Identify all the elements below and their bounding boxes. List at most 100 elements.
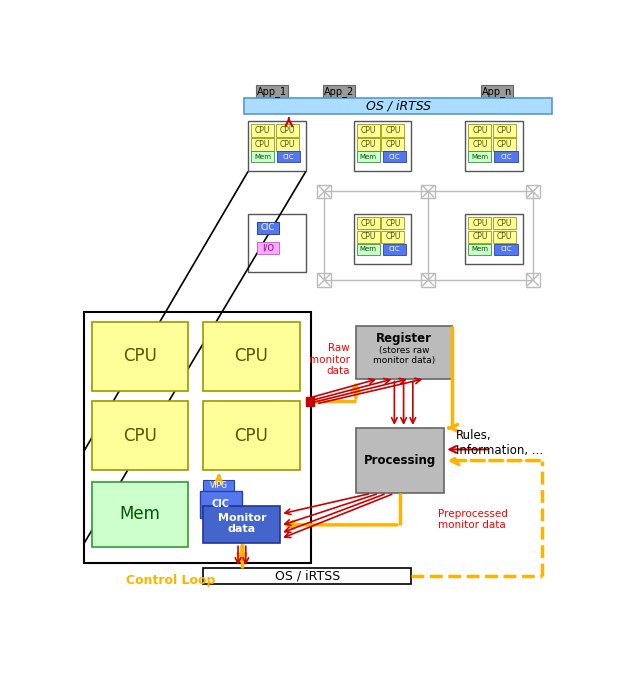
Bar — [468, 125, 491, 137]
Text: CPU: CPU — [385, 126, 401, 135]
Text: App_n: App_n — [482, 86, 512, 97]
Bar — [381, 231, 404, 243]
Bar — [468, 217, 491, 229]
Text: CPU: CPU — [497, 218, 512, 228]
Bar — [357, 217, 380, 229]
Text: CPU: CPU — [123, 347, 157, 365]
Text: OS / iRTSS: OS / iRTSS — [275, 570, 340, 582]
Text: CPU: CPU — [472, 140, 487, 149]
Text: CPU: CPU — [235, 426, 269, 445]
Bar — [203, 506, 281, 543]
Text: data: data — [228, 525, 256, 534]
Bar — [468, 231, 491, 243]
Bar — [251, 138, 274, 151]
Text: CIC: CIC — [500, 154, 512, 160]
Text: CPU: CPU — [123, 426, 157, 445]
Bar — [353, 121, 411, 172]
Bar — [357, 231, 380, 243]
Bar — [493, 217, 516, 229]
Bar — [526, 184, 540, 199]
Text: Processing: Processing — [364, 454, 437, 467]
Text: CPU: CPU — [472, 233, 487, 241]
Bar — [244, 98, 552, 115]
Text: Register: Register — [376, 332, 432, 345]
Bar — [353, 214, 411, 264]
Text: CIC: CIC — [500, 246, 512, 252]
Text: CPU: CPU — [385, 218, 401, 228]
Text: Preprocessed
monitor data: Preprocessed monitor data — [438, 508, 508, 530]
Text: App_2: App_2 — [324, 86, 354, 97]
Text: CPU: CPU — [255, 140, 270, 149]
Bar — [277, 151, 301, 162]
Text: (stores raw: (stores raw — [379, 346, 429, 355]
Bar — [494, 151, 518, 162]
Bar — [203, 568, 411, 584]
Bar — [257, 241, 279, 254]
Text: CIC: CIC — [283, 154, 294, 160]
Bar — [465, 214, 523, 264]
Bar — [203, 480, 234, 492]
Bar — [468, 244, 491, 255]
Bar — [381, 125, 404, 137]
Bar — [356, 428, 445, 494]
Bar — [251, 125, 274, 137]
Bar — [318, 273, 331, 287]
Bar — [276, 125, 299, 137]
Text: CPU: CPU — [360, 126, 376, 135]
Text: CPU: CPU — [472, 126, 487, 135]
Text: Control Loop: Control Loop — [126, 574, 216, 587]
Bar — [257, 222, 279, 234]
Text: App_1: App_1 — [257, 86, 287, 97]
Bar — [468, 151, 491, 162]
Text: CPU: CPU — [472, 218, 487, 228]
Text: Raw
monitor
data: Raw monitor data — [309, 343, 350, 376]
Text: CIC: CIC — [261, 223, 276, 232]
Bar — [357, 151, 380, 162]
Bar — [84, 313, 311, 563]
Text: CPU: CPU — [280, 140, 295, 149]
Bar — [493, 125, 516, 137]
Text: CIC: CIC — [389, 246, 400, 252]
Bar — [248, 121, 306, 172]
Text: CPU: CPU — [255, 126, 270, 135]
Bar — [248, 214, 306, 272]
Bar — [276, 138, 299, 151]
Bar — [306, 397, 314, 405]
Text: OS / iRTSS: OS / iRTSS — [365, 100, 431, 113]
Text: monitor data): monitor data) — [373, 355, 435, 365]
Text: Mem: Mem — [360, 154, 377, 160]
Bar — [92, 482, 188, 547]
Bar — [256, 85, 288, 98]
Text: Mem: Mem — [120, 506, 160, 523]
Text: CPU: CPU — [360, 233, 376, 241]
Text: CIC: CIC — [212, 500, 230, 509]
Bar — [421, 273, 435, 287]
Text: CIC: CIC — [389, 154, 400, 160]
Bar — [92, 321, 188, 391]
Text: Mem: Mem — [471, 154, 488, 160]
Text: CPU: CPU — [360, 218, 376, 228]
Bar — [357, 138, 380, 151]
Bar — [357, 125, 380, 137]
Bar — [481, 85, 513, 98]
Bar — [318, 184, 331, 199]
Bar — [381, 217, 404, 229]
Bar — [465, 121, 523, 172]
Text: CPU: CPU — [360, 140, 376, 149]
Bar — [199, 491, 242, 518]
Bar — [381, 138, 404, 151]
Bar — [357, 244, 380, 255]
Text: Monitor: Monitor — [218, 513, 266, 523]
Text: Mem: Mem — [360, 246, 377, 252]
Bar — [92, 401, 188, 471]
Text: CPU: CPU — [385, 233, 401, 241]
Text: CPU: CPU — [385, 140, 401, 149]
Text: Mem: Mem — [471, 246, 488, 252]
Bar — [356, 326, 452, 378]
Bar — [203, 401, 299, 471]
Bar — [493, 138, 516, 151]
Text: CPU: CPU — [497, 140, 512, 149]
Text: Mem: Mem — [254, 154, 271, 160]
Bar — [526, 273, 540, 287]
Bar — [251, 151, 274, 162]
